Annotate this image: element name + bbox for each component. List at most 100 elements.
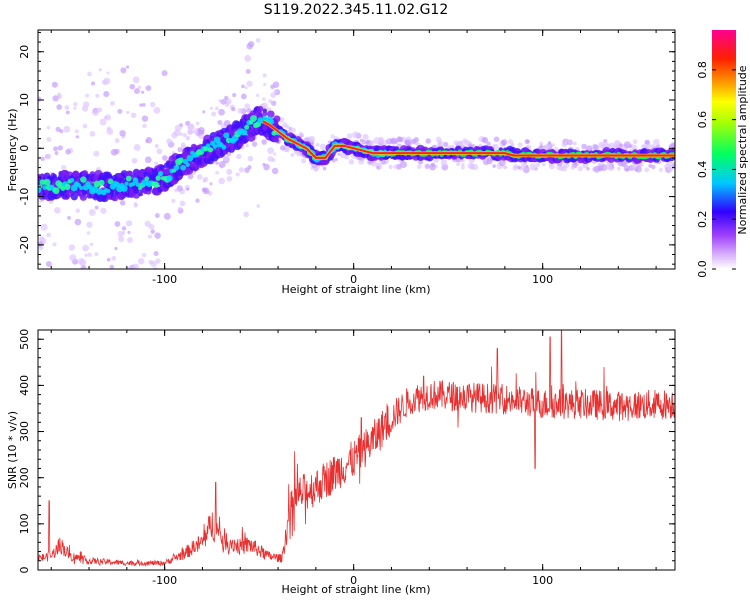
snr-xlabel: Height of straight line (km) <box>281 583 430 596</box>
spectrogram-cloud-dot <box>78 272 83 277</box>
spectrogram-cloud-dot <box>82 123 88 129</box>
spectrogram-cloud-dot <box>609 142 615 148</box>
spectrogram-cloud-dot <box>141 102 146 107</box>
spectrogram-band-dot <box>111 194 119 202</box>
spectrogram-cloud-dot <box>658 167 663 172</box>
spectrogram-cloud-dot <box>141 252 147 258</box>
spectrogram-cloud-dot <box>74 218 82 226</box>
spectrogram-cloud-dot <box>74 129 79 134</box>
spectrogram-cloud-dot <box>121 226 127 231</box>
spectrogram-cloud-dot <box>500 140 506 145</box>
spectrogram-cloud-dot <box>72 278 77 283</box>
spectrogram-cloud-dot <box>166 138 173 145</box>
spectrogram-cloud-dot <box>154 232 161 239</box>
spectrogram-cloud-dot <box>39 246 44 251</box>
spectrogram-cloud-dot <box>262 97 266 101</box>
spectrogram-cloud-dot <box>388 164 393 169</box>
spectrogram-cloud-dot <box>492 164 496 168</box>
spectrogram-cloud-dot <box>142 123 147 129</box>
spectrogram-cloud-dot <box>247 165 252 170</box>
spectrogram-cloud-dot <box>79 278 82 281</box>
spectrogram-cloud-dot <box>215 170 219 175</box>
spectrogram-cloud-dot <box>359 138 364 143</box>
spectrogram-cloud-dot <box>244 103 250 109</box>
spectrogram-cloud-dot <box>120 67 127 74</box>
spectrogram-cloud-dot <box>133 144 141 151</box>
spectrogram-cloud-dot <box>290 127 296 133</box>
spectrogram-cloud-dot <box>117 230 124 238</box>
spectrogram-cloud-dot <box>376 162 381 166</box>
spectrogram-cloud-dot <box>618 143 623 148</box>
spectrogram-cloud-dot <box>109 100 115 106</box>
spectrogram-core-dot <box>125 175 132 182</box>
spectrogram-cloud-dot <box>155 258 161 264</box>
spectrogram-cloud-dot <box>503 165 507 170</box>
spectrogram-cloud-dot <box>77 287 81 291</box>
spectrogram-cloud-dot <box>460 165 465 170</box>
colorbar-tick-label: 0.0 <box>696 260 709 278</box>
spectrogram-cloud-dot <box>308 135 316 143</box>
spectrogram-cloud-dot <box>533 166 537 171</box>
spectrogram-cloud-dot <box>416 164 422 170</box>
spectrogram-cloud-dot <box>462 138 468 144</box>
spectrogram-cloud-dot <box>218 177 225 185</box>
spectrogram-cloud-dot <box>106 71 110 75</box>
spectrogram-cloud-dot <box>551 143 556 147</box>
spectrogram-core-dot <box>180 164 187 171</box>
spectrogram-cloud-dot <box>56 104 63 110</box>
spectrogram-cloud-dot <box>114 138 120 144</box>
spectrogram-band-dot <box>274 138 280 143</box>
spectrogram-cloud-dot <box>67 216 71 220</box>
spectrogram-cloud-dot <box>94 252 99 257</box>
spectrogram-xtick-label: -100 <box>152 273 177 286</box>
spectrogram-cloud-dot <box>93 150 100 157</box>
spectrogram-cloud-dot <box>461 158 465 163</box>
spectrogram-band-dot <box>39 173 46 179</box>
spectrogram-cloud-dot <box>570 165 575 170</box>
spectrogram-cloud-dot <box>232 93 237 98</box>
spectrogram-core-dot <box>43 178 51 186</box>
spectrogram-cloud-dot <box>577 166 583 172</box>
spectrogram-cloud-dot <box>89 131 96 137</box>
spectrogram-core-dot <box>42 185 48 190</box>
spectrogram-cloud-dot <box>235 172 240 177</box>
spectrogram-cloud-dot <box>245 68 251 74</box>
spectrogram-core-dot <box>244 124 250 130</box>
spectrogram-cloud-dot <box>40 223 48 231</box>
spectrogram-band-dot <box>52 173 57 179</box>
spectrogram-core-dot <box>120 184 128 192</box>
spectrogram-cloud-dot <box>75 135 80 139</box>
colorbar-tick-label: 0.6 <box>696 111 709 129</box>
spectrogram-core-dot <box>155 175 161 181</box>
spectrogram-cloud-dot <box>163 212 171 220</box>
spectrogram-cloud-dot <box>59 129 64 134</box>
spectrogram-cloud-dot <box>539 141 544 146</box>
spectrogram-cloud-dot <box>209 182 213 186</box>
spectrogram-cloud-dot <box>641 145 645 149</box>
spectrogram-cloud-dot <box>470 164 475 169</box>
snr-ytick-label: 400 <box>18 375 31 396</box>
spectrogram-cloud-dot <box>146 274 150 278</box>
spectrogram-cloud-dot <box>117 108 123 114</box>
spectrogram-cloud-dot <box>632 139 638 145</box>
spectrogram-cloud-dot <box>620 160 627 167</box>
spectrogram-cloud-dot <box>86 231 91 235</box>
spectrogram-cloud-dot <box>198 134 204 140</box>
spectrogram-cloud-dot <box>437 142 442 147</box>
snr-xtick-label: -100 <box>152 574 177 587</box>
spectrogram-cloud-dot <box>271 100 277 106</box>
snr-series-line <box>38 330 675 567</box>
spectrogram-cloud-dot <box>145 136 153 144</box>
spectrogram-cloud-dot <box>520 164 527 170</box>
spectrogram-cloud-dot <box>182 132 187 138</box>
spectrogram-cloud-dot <box>127 230 131 234</box>
spectrogram-core-dot <box>186 154 194 162</box>
spectrogram-cloud-dot <box>94 279 99 284</box>
spectrogram-cloud-dot <box>434 164 438 169</box>
spectrogram-cloud-dot <box>119 130 126 137</box>
spectrogram-cloud-dot <box>103 77 111 85</box>
spectrogram-cloud-dot <box>94 205 99 210</box>
spectrogram-cloud-dot <box>337 152 341 156</box>
spectrogram-cloud-dot <box>243 211 249 218</box>
spectrogram-cloud-dot <box>240 93 247 100</box>
